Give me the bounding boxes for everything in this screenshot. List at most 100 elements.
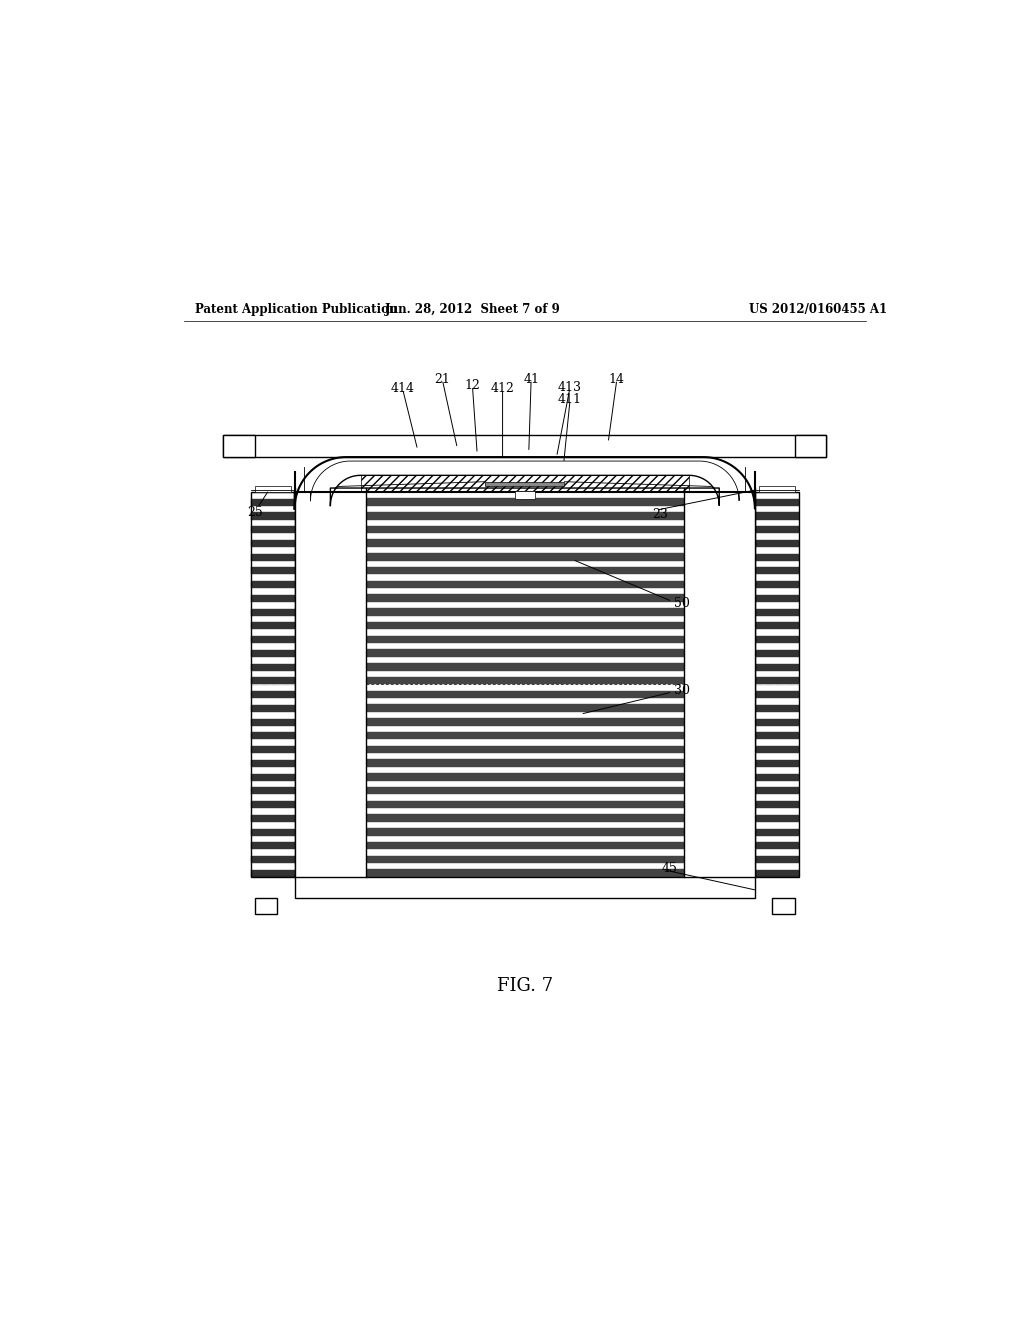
Bar [755,553,799,561]
Bar [367,636,684,643]
Text: Patent Application Publication: Patent Application Publication [196,304,398,315]
Bar [251,842,295,849]
Text: FIG. 7: FIG. 7 [497,977,553,995]
Bar [755,842,799,849]
Bar [255,487,291,492]
Bar [755,718,799,726]
Bar [755,649,799,657]
Text: 12: 12 [465,379,480,392]
Bar [755,677,799,685]
Text: 45: 45 [662,862,677,875]
Text: US 2012/0160455 A1: US 2012/0160455 A1 [750,304,888,315]
Bar [367,787,684,795]
Bar [251,568,295,574]
Bar [759,487,795,492]
Bar [367,731,684,739]
Bar [367,814,684,822]
Bar [367,594,684,602]
Text: 25: 25 [247,506,263,519]
Text: 14: 14 [609,372,625,385]
Bar [367,512,684,520]
Bar [251,595,295,602]
Bar [755,568,799,574]
Bar [251,649,295,657]
Bar [223,434,826,457]
Bar [755,581,799,589]
Bar [755,692,799,698]
Bar [251,733,295,739]
Bar [251,677,295,685]
Bar [367,690,684,698]
Bar [251,705,295,711]
Bar [295,492,367,876]
Text: 41: 41 [523,372,540,385]
Bar [367,870,684,876]
Bar [251,609,295,615]
Bar [367,566,684,574]
Bar [755,829,799,836]
Bar [755,499,799,506]
Bar [251,801,295,808]
Bar [295,876,755,899]
Bar [367,663,684,671]
Bar [367,540,684,546]
Bar [251,622,295,630]
Bar [251,746,295,754]
Bar [755,492,799,876]
Bar [755,595,799,602]
Bar [755,540,799,546]
Bar [367,525,684,533]
Bar [755,760,799,767]
Bar [223,434,255,457]
Bar [755,801,799,808]
Bar [251,870,295,876]
Text: 23: 23 [652,508,668,520]
Bar [367,842,684,849]
Bar [367,746,684,754]
Bar [755,622,799,630]
Text: 411: 411 [558,393,582,407]
Bar [251,492,295,876]
Bar [755,774,799,780]
Bar [251,581,295,589]
Bar [755,609,799,615]
Bar [684,492,755,876]
Bar [367,581,684,589]
Text: Jun. 28, 2012  Sheet 7 of 9: Jun. 28, 2012 Sheet 7 of 9 [385,304,561,315]
Bar [367,774,684,780]
Bar [251,692,295,698]
Bar [367,609,684,615]
Bar [251,787,295,795]
Bar [795,434,826,457]
Bar [255,899,278,915]
Bar [251,636,295,643]
Bar [367,759,684,767]
Bar [367,718,684,726]
Bar [755,705,799,711]
Bar [251,527,295,533]
Bar [755,733,799,739]
Bar [755,814,799,822]
Bar [251,664,295,671]
Bar [485,482,564,487]
Bar [367,553,684,561]
Bar [755,636,799,643]
Bar [755,664,799,671]
Bar [251,855,295,863]
Bar [251,540,295,546]
Text: 30: 30 [674,684,690,697]
Bar [367,498,684,506]
Bar [251,512,295,520]
Bar [251,718,295,726]
Text: 413: 413 [558,380,582,393]
Bar [251,760,295,767]
Bar [367,705,684,711]
Bar [755,855,799,863]
Bar [367,649,684,657]
Bar [755,746,799,754]
Bar [367,801,684,808]
Bar [755,787,799,795]
Bar [251,553,295,561]
Bar [367,622,684,630]
Bar [755,527,799,533]
